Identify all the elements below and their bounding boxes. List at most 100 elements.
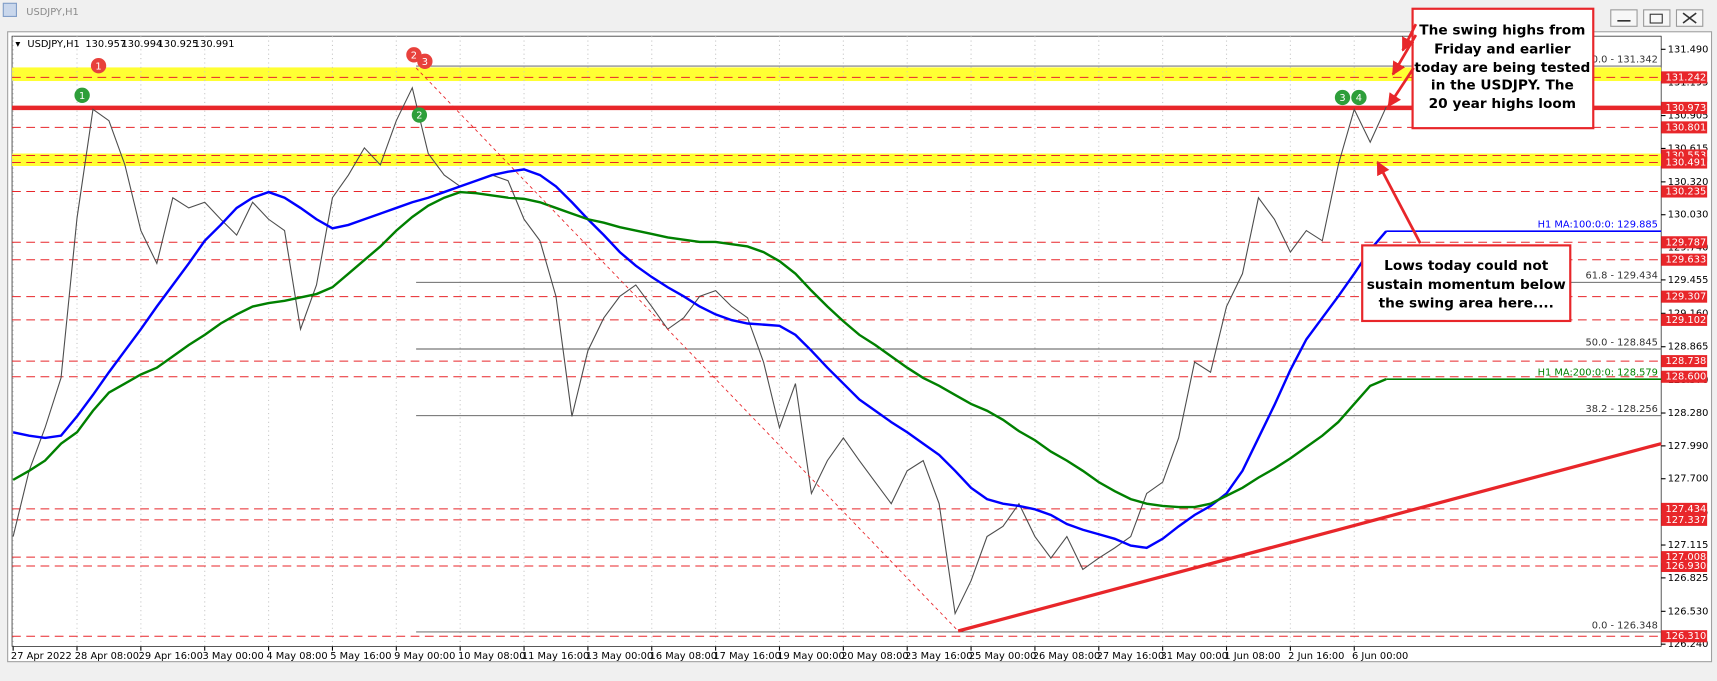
level-label-bg: [1661, 101, 1708, 114]
y-tick-label: 130.030: [1668, 210, 1709, 221]
arrow: [1387, 67, 1415, 108]
y-tick-label: 126.530: [1668, 606, 1709, 617]
x-tick-label: 28 Apr 08:00: [75, 651, 139, 662]
arrow: [1376, 160, 1422, 244]
swing-marker: [411, 107, 428, 123]
level-label-bg: [1661, 630, 1708, 643]
x-tick-label: 27 Apr 2022: [11, 651, 72, 662]
ohlc-close: 130.991: [194, 39, 235, 50]
x-tick-label: 16 May 08:00: [650, 651, 718, 662]
y-tick-label: 127.990: [1668, 441, 1709, 452]
level-label: 129.787: [1666, 237, 1707, 248]
fib-label: 38.2 - 128.256: [1585, 404, 1657, 415]
y-tick-label: 126.240: [1668, 639, 1709, 650]
level-label-bg: [1661, 71, 1708, 84]
level-label-bg: [1661, 185, 1708, 198]
level-label-bg: [1661, 559, 1708, 573]
level-label-bg: [1661, 513, 1708, 526]
swing-marker-label: 3: [1339, 93, 1345, 104]
annotation-line: today are being tested: [1414, 60, 1590, 76]
minimize-button[interactable]: [1610, 9, 1638, 27]
y-tick-label: 130.320: [1668, 177, 1709, 188]
y-tick-label: 127.115: [1668, 540, 1709, 551]
y-tick-label: 129.455: [1668, 275, 1709, 286]
level-label-bg: [1661, 290, 1708, 303]
swing-marker-label: 2: [411, 50, 417, 61]
level-label-bg: [1661, 121, 1708, 134]
fib-label: 50.0 - 128.845: [1585, 337, 1657, 348]
x-tick-label: 25 May 00:00: [969, 651, 1037, 662]
x-tick-label: 5 May 16:00: [330, 651, 391, 662]
x-tick-label: 20 May 08:00: [841, 651, 909, 662]
level-label-bg: [1661, 156, 1708, 169]
level-label: 131.242: [1666, 72, 1707, 83]
y-tick-label: 128.865: [1668, 342, 1709, 353]
x-tick-label: 23 May 16:00: [905, 651, 973, 662]
swing-marker: [417, 53, 433, 70]
x-tick-label: 1 Jun 08:00: [1224, 651, 1280, 662]
y-tick-label: 128.280: [1668, 408, 1709, 419]
plot-area: [11, 35, 1662, 647]
arrow: [1391, 34, 1418, 76]
ma-label: H1 MA:100:0:0: 129.885: [1538, 220, 1658, 231]
swing-marker-label: 2: [416, 111, 422, 122]
icon: [1649, 13, 1663, 24]
level-label: 129.102: [1666, 315, 1707, 326]
x-tick-label: 11 May 16:00: [522, 651, 590, 662]
ohlc-high: 130.994: [122, 39, 163, 50]
level-label: 128.600: [1666, 372, 1707, 383]
y-tick-label: 127.700: [1668, 474, 1709, 485]
restore-button[interactable]: [1643, 9, 1671, 27]
x-tick-label: 6 Jun 00:00: [1352, 651, 1408, 662]
level-label: 129.633: [1666, 255, 1707, 266]
x-tick-label: 26 May 08:00: [1033, 651, 1101, 662]
swing-marker-label: 1: [95, 61, 101, 72]
ma-label: H1 MA:200:0:0: 128.579: [1538, 368, 1658, 379]
annotation-line: The swing highs from: [1419, 23, 1585, 39]
window-buttons[interactable]: [1610, 9, 1704, 27]
annotation-line: the swing area here....: [1379, 295, 1554, 311]
x-tick-label: 4 May 08:00: [266, 651, 327, 662]
price-line: [12, 86, 1387, 616]
annotation: The swing highs from Friday and earlier …: [1387, 7, 1595, 130]
x-tick-label: 19 May 00:00: [777, 651, 845, 662]
annotation-line: Lows today could not: [1384, 258, 1549, 274]
swing-marker-label: 1: [79, 91, 85, 102]
x-tick-label: 10 May 08:00: [458, 651, 526, 662]
y-tick-label: 129.160: [1668, 308, 1709, 319]
annotation-line: sustain momentum below: [1367, 277, 1566, 293]
level-label: 126.930: [1666, 561, 1707, 572]
level-label-bg: [1661, 370, 1708, 383]
arrow: [1401, 23, 1418, 52]
menu-arrow[interactable]: ▾: [15, 39, 20, 50]
zone: [12, 67, 1662, 82]
level-label: 126.310: [1666, 631, 1707, 642]
level-label: 130.553: [1666, 150, 1707, 161]
x-tick-label: 2 Jun 16:00: [1288, 651, 1344, 662]
level-label: 130.973: [1666, 103, 1707, 114]
window-icon: [2, 2, 17, 17]
level-label: 127.434: [1666, 504, 1707, 515]
level-label: 130.491: [1666, 157, 1707, 168]
swing-marker-label: 3: [422, 57, 428, 68]
annotation: Lows today could not sustain momentum be…: [1361, 160, 1572, 323]
fib-line: [415, 67, 959, 632]
y-tick-label: 126.825: [1668, 573, 1709, 584]
x-tick-label: 9 May 00:00: [394, 651, 455, 662]
level-label-bg: [1661, 313, 1708, 326]
y-tick-label: 130.905: [1668, 111, 1709, 122]
annotation-box: [1411, 7, 1595, 130]
annotation-line: in the USDJPY. The: [1431, 77, 1574, 93]
ohlc-low: 130.925: [158, 39, 199, 50]
zone: [12, 153, 1662, 167]
y-tick-label: 130.615: [1668, 143, 1709, 154]
swing-marker: [1351, 89, 1367, 106]
level-label: 127.008: [1666, 552, 1707, 563]
swing-marker: [90, 58, 107, 74]
annotation-box: [1361, 244, 1572, 323]
annotation-line: 20 year highs loom: [1429, 96, 1576, 112]
x-tick-label: 29 Apr 16:00: [139, 651, 203, 662]
ohlc-open: 130.957: [85, 39, 126, 50]
level-label: 130.801: [1666, 122, 1707, 133]
